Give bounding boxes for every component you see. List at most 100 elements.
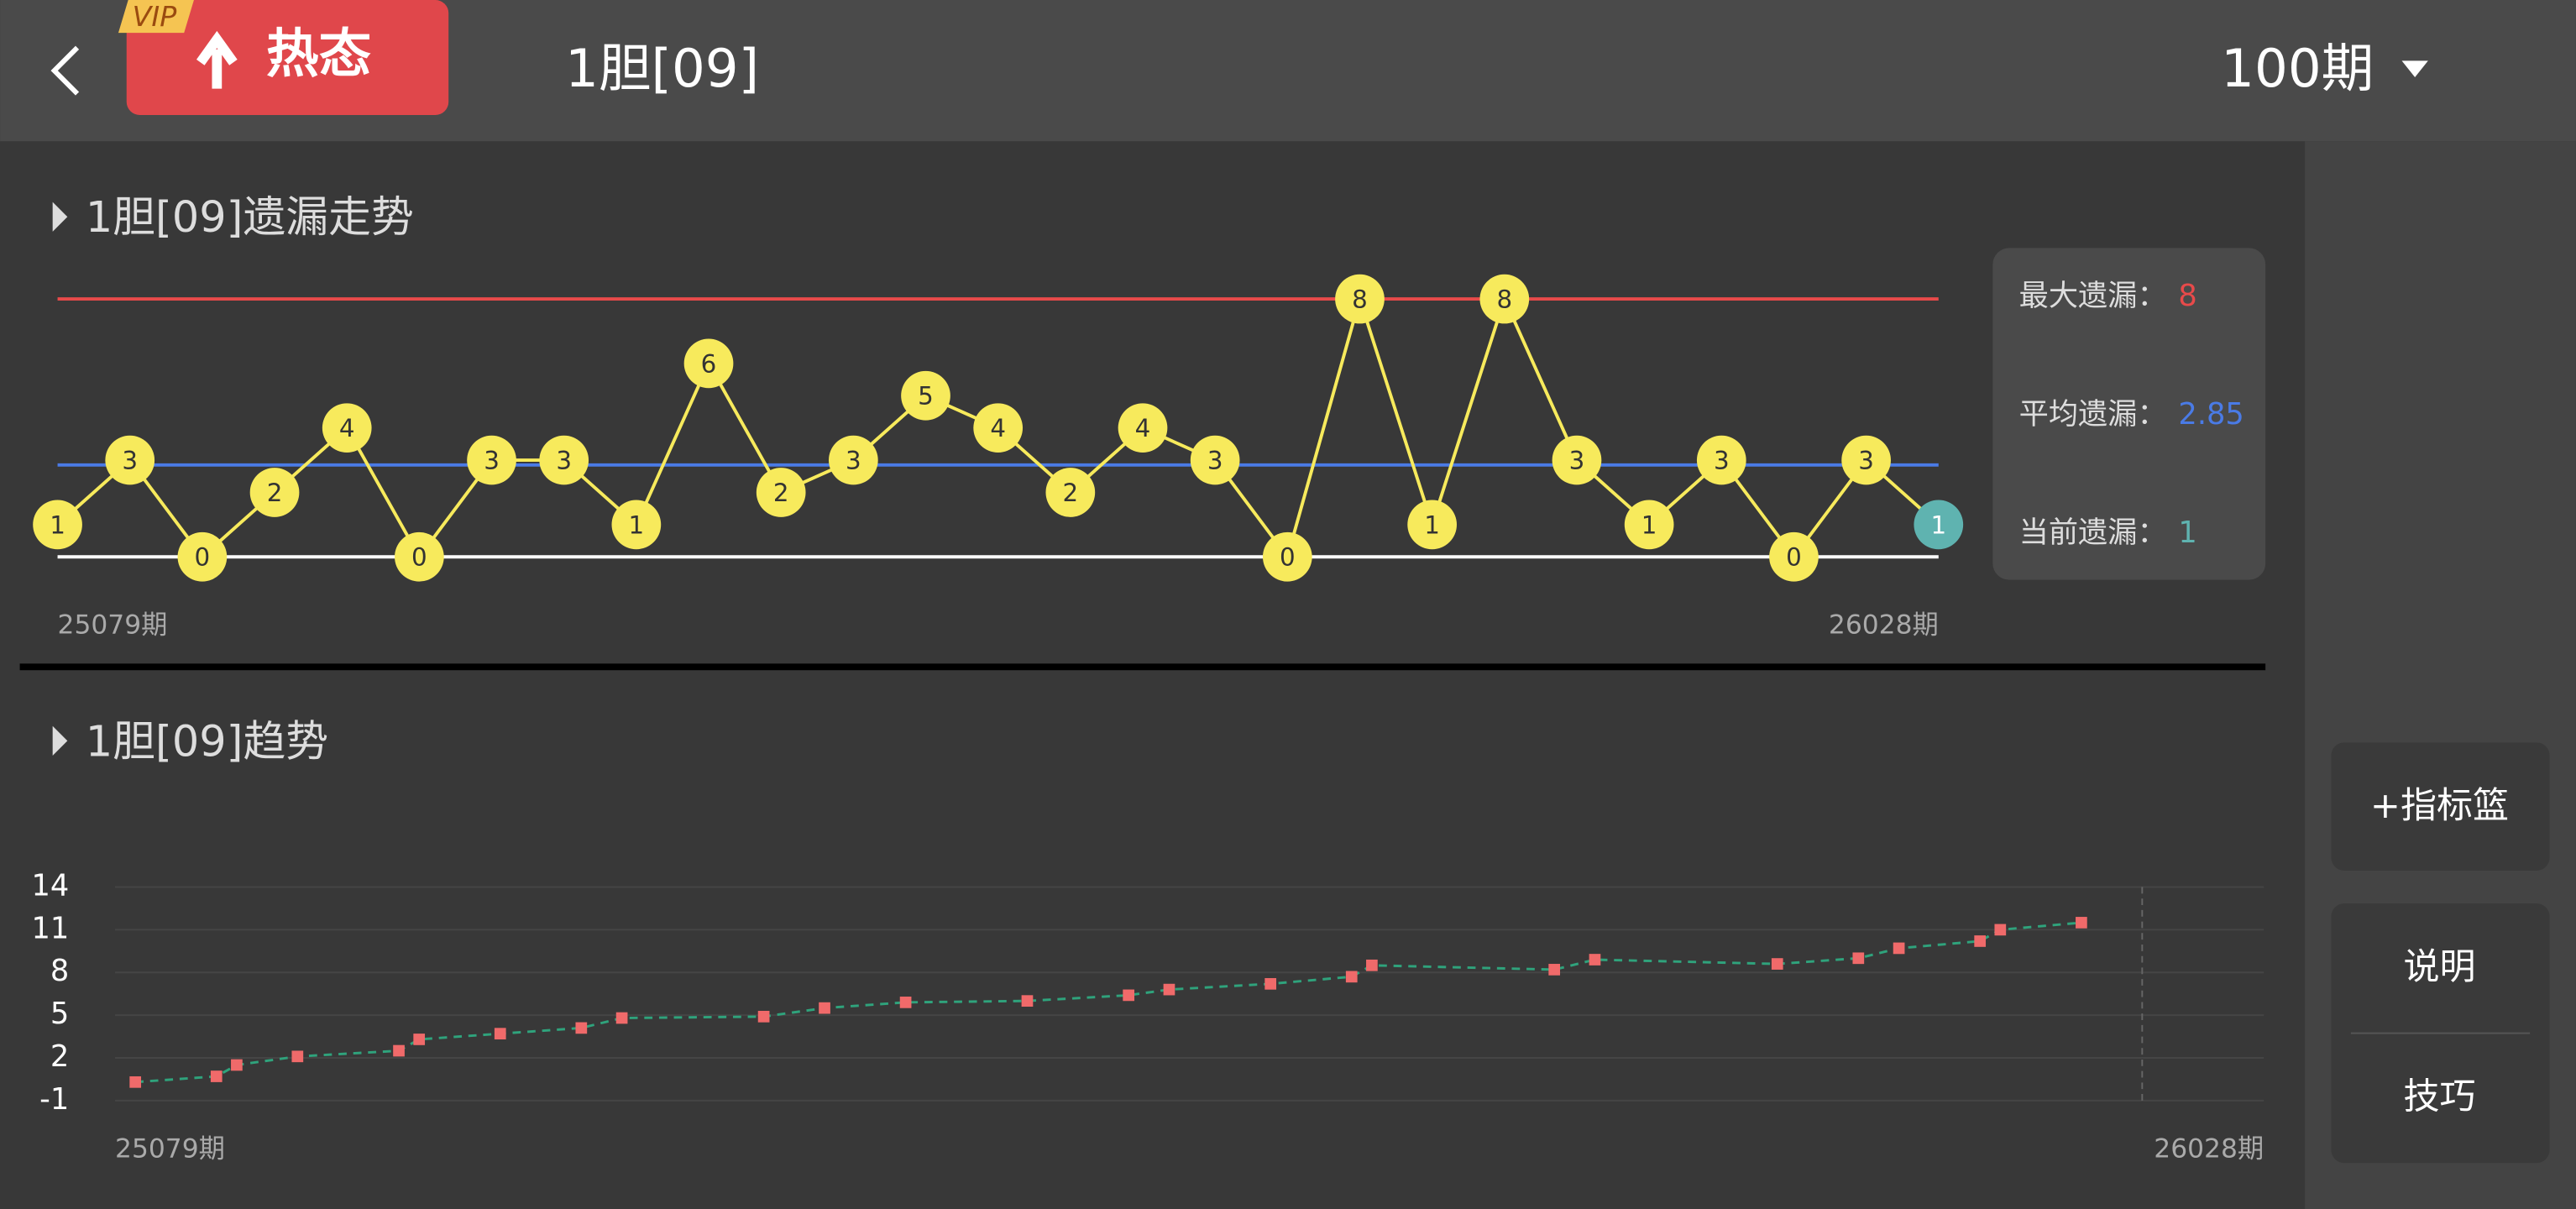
miss-point	[539, 435, 589, 485]
x-label: 26028期	[1829, 610, 1939, 640]
point-label: 1	[1930, 510, 1946, 539]
vip-tag	[118, 0, 194, 34]
section-marker	[52, 202, 68, 232]
section-marker	[52, 725, 68, 756]
trend-point	[1163, 983, 1175, 996]
trend-point	[1994, 924, 2007, 936]
x-label: 25079期	[58, 610, 168, 640]
point-label: 3	[1858, 447, 1874, 475]
section-title: 1胆[09]趋势	[86, 716, 328, 766]
y-tick-label: 5	[50, 997, 69, 1031]
point-label: 8	[1352, 285, 1368, 314]
trend-point	[1264, 977, 1277, 990]
stat-label: 当前遗漏：	[2019, 516, 2167, 550]
x-tick-label: 25079期	[115, 1134, 225, 1165]
miss-point	[322, 403, 372, 453]
miss-point	[611, 500, 662, 550]
page-title: 1胆[09]	[565, 38, 759, 99]
back-button[interactable]	[50, 45, 80, 96]
miss-point	[973, 403, 1024, 453]
x-tick-label: 26028期	[2154, 1134, 2264, 1165]
miss-point	[683, 338, 734, 389]
trend-point	[291, 1050, 304, 1063]
point-label: 3	[1207, 447, 1223, 475]
button-label[interactable]: 说明	[2403, 946, 2475, 988]
button-bg[interactable]	[2331, 742, 2550, 871]
point-label: 4	[1135, 414, 1151, 442]
stat-label: 平均遗漏：	[2019, 397, 2167, 432]
miss-point	[1045, 468, 1096, 517]
point-label: 5	[918, 382, 934, 411]
point-label: 4	[990, 414, 1006, 442]
miss-point	[177, 531, 228, 582]
trend-point	[1974, 935, 1987, 947]
point-label: 4	[339, 414, 355, 442]
button-label[interactable]: +指标篮	[2370, 785, 2509, 827]
y-tick-label: 2	[50, 1039, 69, 1074]
hot-badge[interactable]	[126, 0, 449, 115]
trend-point	[819, 1002, 830, 1014]
trend-point	[1366, 959, 1378, 971]
miss-point	[467, 435, 516, 485]
miss-point	[756, 468, 806, 517]
stat-value: 8	[2178, 279, 2196, 313]
trend-point	[615, 1012, 628, 1024]
point-label: 3	[1569, 447, 1585, 475]
point-label: 3	[484, 447, 500, 475]
section-title: 1胆[09]遗漏走势	[86, 192, 414, 242]
miss-point	[901, 370, 950, 421]
point-label: 3	[846, 447, 861, 475]
y-tick-label: -1	[39, 1082, 69, 1117]
trend-point	[1893, 942, 1905, 955]
point-label: 3	[122, 447, 138, 475]
point-label: 3	[556, 447, 572, 475]
trend-point	[1852, 952, 1865, 965]
trend-point	[575, 1022, 588, 1034]
point-label: 1	[50, 510, 65, 539]
point-label: 1	[1641, 510, 1657, 539]
point-label: 0	[411, 543, 427, 572]
stat-value: 1	[2178, 516, 2196, 550]
y-tick-label: 8	[50, 954, 69, 988]
miss-point	[1118, 403, 1168, 453]
y-tick-label: 11	[31, 911, 69, 945]
trend-point	[1771, 958, 1783, 970]
trend-point	[129, 1076, 142, 1088]
trend-point	[757, 1010, 770, 1023]
stat-label: 最大遗漏：	[2019, 279, 2167, 313]
badge-text: 热态	[266, 24, 371, 85]
miss-point	[1624, 500, 1674, 550]
trend-point	[1123, 989, 1135, 1002]
trend-point	[1548, 964, 1561, 976]
up-arrow	[196, 30, 238, 89]
miss-point	[1914, 500, 1964, 550]
miss-point	[105, 435, 155, 485]
trend-point	[1021, 995, 1034, 1008]
trend-point	[1345, 971, 1358, 983]
vip-text: VIP	[133, 0, 177, 33]
miss-point	[1262, 531, 1312, 582]
miss-point	[249, 468, 300, 517]
y-tick-label: 14	[31, 869, 69, 903]
miss-point	[1190, 435, 1240, 485]
trend-point	[1589, 954, 1601, 966]
trend-point	[494, 1028, 506, 1040]
miss-point	[1696, 435, 1746, 485]
point-label: 8	[1496, 285, 1512, 314]
trend-point	[2076, 917, 2087, 929]
button-label[interactable]: 技巧	[2403, 1076, 2475, 1117]
miss-point	[1552, 435, 1602, 485]
period-selector[interactable]: 100期	[2221, 38, 2374, 99]
stats-panel	[1992, 248, 2266, 580]
miss-point	[395, 531, 444, 582]
point-label: 3	[1714, 447, 1730, 475]
miss-point	[829, 435, 878, 485]
point-label: 0	[1786, 543, 1802, 572]
point-label: 6	[701, 349, 717, 378]
point-label: 2	[773, 479, 789, 507]
miss-point	[1769, 531, 1819, 582]
point-label: 2	[267, 479, 283, 507]
dropdown-arrow[interactable]	[2401, 60, 2428, 77]
